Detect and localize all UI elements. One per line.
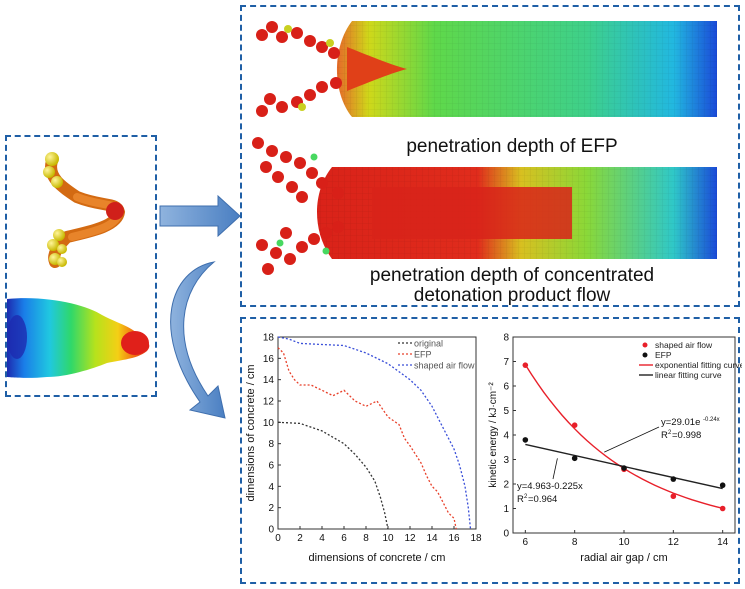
x-tick-label: 18 [470,533,482,544]
caption-flow-line2: detonation product flow [414,285,611,305]
data-point-EFP [522,437,529,443]
y-tick-label: 14 [263,375,275,386]
x-tick-label: 12 [668,537,680,548]
legend-marker [642,352,648,358]
flow-penetration-target [252,137,717,275]
fit-r2-linear: R [517,494,524,505]
series-line-original [277,421,389,530]
data-point-EFP [621,465,627,471]
legend-label: shaped air flow [414,361,475,371]
annotation-arrow [604,426,660,453]
y-tick-label: 12 [263,397,275,408]
chart1-xlabel: dimensions of concrete / cm [309,552,446,564]
fit-exponent: -0.24x [703,417,720,423]
chart1-ylabel: dimensions of concrete / cm [245,365,257,502]
x-tick-label: 16 [448,533,460,544]
y-tick-label: 4 [503,431,509,442]
efp-penetration-target [256,21,717,117]
y-tick-label: 18 [263,333,275,344]
y-tick-label: 6 [503,382,509,393]
fit-r2-superscript: 2 [668,430,672,436]
fit-r2-value: =0.964 [528,494,557,505]
y-tick-label: 0 [268,525,274,536]
y-tick-label: 16 [263,354,275,365]
legend-marker [642,342,648,348]
y-tick-label: 3 [503,455,509,466]
x-tick-label: 8 [363,533,369,544]
chart1-plot-frame [277,336,477,530]
caption-efp: penetration depth of EFP [406,136,617,157]
right-arrow [159,194,241,238]
y-tick-label: 6 [268,461,274,472]
y-tick-label: 10 [263,418,275,429]
fit-r2-superscript: 2 [524,494,528,500]
chart2-plot-frame [512,336,736,534]
fit-r2-exponential: R [661,430,668,441]
fit-equation-linear: y=4.963-0.225x [517,481,583,492]
y-tick-label: 8 [268,439,274,450]
x-tick-label: 14 [426,533,438,544]
x-tick-label: 10 [618,537,630,548]
legend-label: EFP [655,350,672,360]
chart2-ylabel: kinetic energy / kJ·cm⁻² [488,382,499,488]
x-tick-label: 6 [341,533,347,544]
x-tick-label: 6 [523,537,529,548]
data-point-EFP [719,482,726,489]
legend-label: original [414,339,443,349]
y-tick-label: 0 [503,529,509,540]
charts-panel: 0 2 4 6 8 10 12 14 16 18 0 2 4 6 8 10 12 14 16 18 original EF… [240,317,742,584]
fit-equation-exponential: y=29.01e [661,417,700,428]
efp-projectile-illustration [7,152,150,378]
x-tick-label: 8 [572,537,578,548]
x-tick-label: 0 [275,533,281,544]
y-tick-label: 8 [503,333,509,344]
efp-particle-arc [43,152,126,268]
caption-flow-line1: penetration depth of concentrated [370,265,654,286]
y-tick-label: 4 [268,482,274,493]
y-tick-label: 2 [268,503,274,514]
efp-formation-panel [5,135,157,397]
data-point-EFP [670,476,677,482]
y-tick-label: 2 [503,480,509,491]
y-tick-label: 1 [503,504,509,515]
data-point-shaped-air-flow [571,422,578,428]
x-tick-label: 12 [404,533,416,544]
data-point-shaped-air-flow [670,493,677,500]
x-tick-label: 4 [319,533,325,544]
penetration-simulation-panel: penetration depth of EFP penetration dep… [240,5,740,307]
legend-label: shaped air flow [655,340,713,350]
data-point-shaped-air-flow [522,362,529,368]
crater-profile-chart: 0 2 4 6 8 10 12 14 16 18 0 2 4 6 8 10 12 14 16 18 originalEF… [245,333,482,565]
legend-label: EFP [414,350,432,360]
curved-arrow [170,261,226,419]
series-line-EFP [277,347,457,530]
x-tick-label: 2 [297,533,303,544]
penetration-renders: penetration depth of EFP penetration dep… [252,21,717,305]
legend-label: exponential fitting curve [655,360,742,370]
annotation-arrow [552,458,558,480]
series-line-shaped-air-flow [277,336,472,530]
efp-velocity-contour [7,298,150,378]
y-tick-label: 5 [503,406,509,417]
data-point-EFP [571,455,578,462]
chart2-xlabel: radial air gap / cm [580,552,667,564]
x-tick-label: 14 [717,537,729,548]
x-tick-label: 10 [382,533,394,544]
fit-r2-value: =0.998 [672,430,701,441]
legend-label: linear fitting curve [655,370,722,380]
data-point-shaped-air-flow [719,505,726,512]
y-tick-label: 7 [503,357,509,368]
